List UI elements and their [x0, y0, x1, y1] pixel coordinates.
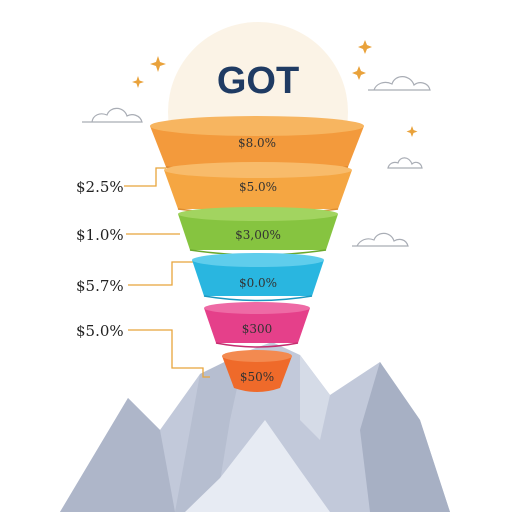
funnel-tier-2: $5.0% — [164, 162, 352, 216]
leader-lines — [124, 167, 210, 378]
side-label: $2.5% — [76, 178, 124, 196]
funnel-tier-2-body — [164, 170, 352, 209]
funnel-tier-4-body — [192, 260, 324, 296]
funnel-tier-3-top — [178, 207, 338, 221]
funnel-tier-1-body — [150, 126, 364, 167]
funnel-tier-4-top — [192, 253, 324, 267]
funnel-tier-4: $0.0% — [192, 253, 324, 302]
funnel-tier-6-body — [222, 356, 292, 392]
sparkle-icon — [406, 126, 418, 137]
funnel-tier-6-top — [222, 350, 292, 362]
cloud-icon — [352, 232, 409, 247]
funnel-tier-3-body — [178, 214, 338, 250]
cloud-icons — [82, 76, 431, 247]
leader-line — [128, 261, 193, 286]
side-label: $5.7% — [76, 277, 124, 295]
leader-line — [124, 167, 166, 187]
cloud-icon — [387, 157, 423, 169]
funnel-tier-5: $300 — [204, 302, 310, 348]
funnel: $8.0% $5.0% $3,00% $0.0% $300 — [150, 116, 364, 392]
funnel-tier-6: $50% — [222, 350, 292, 392]
leader-line — [128, 329, 210, 378]
funnel-tier-5-top — [204, 302, 310, 314]
funnel-tier-3-value: $3,00% — [235, 228, 281, 242]
cloud-icon — [368, 76, 431, 91]
funnel-tier-1-top — [150, 116, 364, 136]
sparkle-icon — [358, 40, 372, 54]
mountain-snow — [185, 420, 330, 512]
funnel-tier-4-edge — [203, 295, 313, 302]
funnel-tier-1-value: $8.0% — [238, 136, 276, 150]
funnel-tier-6-value: $50% — [240, 370, 274, 384]
mountains — [60, 342, 450, 512]
funnel-tier-2-value: $5.0% — [239, 180, 277, 194]
funnel-tier-5-value: $300 — [242, 322, 273, 336]
sparkle-icon — [132, 76, 144, 88]
mountain-shade — [60, 398, 175, 512]
funnel-tier-2-top — [164, 162, 352, 178]
side-label: $1.0% — [76, 226, 124, 244]
funnel-tier-3: $3,00% — [178, 207, 338, 256]
sparkle-icon — [352, 66, 366, 80]
cloud-icon — [82, 107, 143, 123]
mountain-shade — [175, 352, 245, 512]
funnel-tier-4-value: $0.0% — [239, 276, 277, 290]
page-title: GOT — [217, 60, 299, 102]
funnel-tier-5-edge — [215, 342, 299, 348]
side-label: $5.0% — [76, 322, 124, 340]
sparkle-icons — [132, 40, 418, 137]
mountain-highlight — [300, 355, 330, 440]
sparkle-icon — [150, 56, 166, 72]
funnel-tier-5-body — [204, 308, 310, 343]
mountain-shade — [360, 362, 450, 512]
